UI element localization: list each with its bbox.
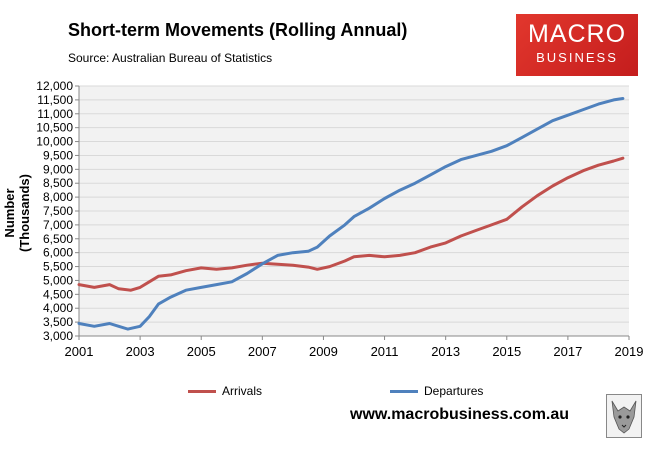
y-tick-label: 8,500 bbox=[43, 176, 73, 190]
logo-line2: BUSINESS bbox=[536, 50, 618, 65]
y-tick-label: 4,500 bbox=[43, 287, 73, 301]
y-tick-label: 10,000 bbox=[36, 135, 73, 149]
legend-arrivals-label: Arrivals bbox=[222, 384, 263, 398]
x-tick-label: 2013 bbox=[431, 344, 460, 359]
chart-source: Source: Australian Bureau of Statistics bbox=[68, 51, 273, 65]
macrobusiness-logo[interactable]: MACRO BUSINESS bbox=[516, 14, 638, 76]
y-tick-label: 6,000 bbox=[43, 246, 73, 260]
x-tick-label: 2017 bbox=[553, 344, 582, 359]
x-tick-label: 2009 bbox=[309, 344, 338, 359]
y-tick-label: 8,000 bbox=[43, 190, 73, 204]
departures-line bbox=[77, 97, 625, 331]
x-tick-label: 2003 bbox=[126, 344, 155, 359]
footer-url[interactable]: www.macrobusiness.com.au bbox=[350, 406, 570, 423]
y-tick-label: 12,000 bbox=[36, 79, 73, 93]
y-tick-label: 5,500 bbox=[43, 260, 73, 274]
y-tick-label: 3,000 bbox=[43, 329, 73, 343]
wolf-icon bbox=[606, 394, 642, 438]
y-tick-label: 5,000 bbox=[43, 273, 73, 287]
y-tick-label: 6,500 bbox=[43, 232, 73, 246]
legend-arrivals: Arrivals bbox=[188, 384, 262, 398]
x-tick-label: 2005 bbox=[187, 344, 216, 359]
x-tick-label: 2007 bbox=[248, 344, 277, 359]
legend-departures: Departures bbox=[390, 384, 483, 398]
legend-departures-label: Departures bbox=[424, 384, 484, 398]
x-tick-label: 2011 bbox=[371, 344, 399, 359]
legend-arrivals-swatch bbox=[188, 389, 216, 393]
y-tick-label: 9,000 bbox=[43, 162, 73, 176]
legend-departures-swatch bbox=[390, 389, 418, 393]
x-tick-label: 2015 bbox=[492, 344, 521, 359]
y-tick-label: 7,500 bbox=[43, 204, 73, 218]
y-tick-label: 7,000 bbox=[43, 218, 73, 232]
arrivals-line bbox=[77, 156, 625, 292]
logo-line1: MACRO bbox=[527, 20, 627, 48]
y-tick-label: 11,000 bbox=[37, 107, 73, 121]
y-tick-label: 3,500 bbox=[43, 315, 73, 329]
x-tick-label: 2019 bbox=[615, 344, 644, 359]
chart-title: Short-term Movements (Rolling Annual) bbox=[68, 20, 408, 40]
y-tick-label: 9,500 bbox=[43, 148, 73, 162]
y-tick-label: 10,500 bbox=[36, 121, 73, 135]
x-tick-label: 2001 bbox=[65, 344, 94, 359]
y-tick-label: 4,000 bbox=[43, 301, 73, 315]
y-tick-label: 11,500 bbox=[37, 93, 73, 107]
